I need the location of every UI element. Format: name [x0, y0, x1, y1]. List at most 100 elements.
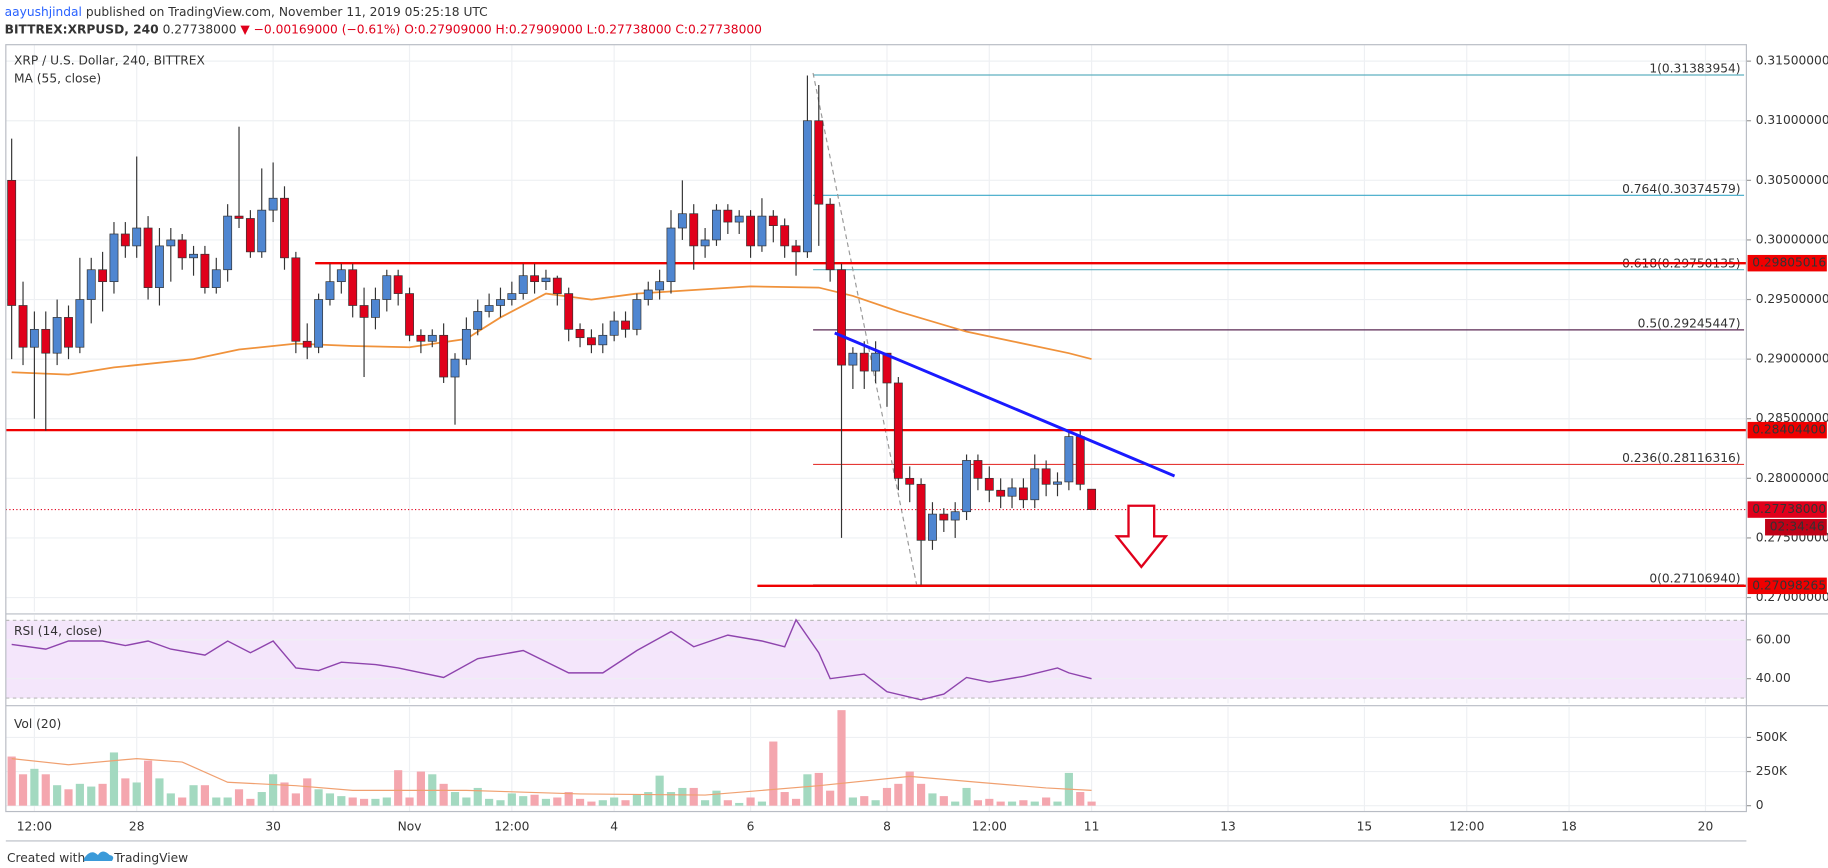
- author[interactable]: aayushjindal: [5, 4, 82, 18]
- candle-body: [109, 233, 119, 283]
- candle-body: [757, 215, 767, 247]
- volume-bar: [519, 796, 528, 806]
- candle-body: [166, 239, 176, 247]
- volume-bar: [644, 792, 653, 806]
- volume-bar: [382, 797, 391, 806]
- candle-body: [962, 460, 971, 513]
- candle-body: [314, 299, 324, 348]
- candle-body: [177, 239, 187, 259]
- candle-body: [666, 227, 676, 283]
- candle-body: [405, 293, 414, 336]
- footer-brand[interactable]: TradingView: [113, 851, 188, 865]
- x-tick-label: 4: [610, 819, 618, 833]
- volume-bar: [837, 710, 846, 806]
- volume-bar: [678, 787, 687, 806]
- volume-bar: [405, 797, 414, 806]
- volume-bar: [610, 797, 619, 806]
- candle-body: [439, 334, 449, 378]
- volume-bar: [439, 783, 448, 806]
- volume-bar: [962, 787, 971, 806]
- volume-bar: [575, 798, 585, 806]
- candle-body: [984, 477, 994, 491]
- rsi-band: [5, 620, 1747, 699]
- candle-body: [814, 120, 824, 205]
- x-tick-label: 8: [883, 819, 891, 833]
- volume-bar: [212, 797, 221, 806]
- candle-body: [973, 460, 983, 479]
- volume-bar: [1007, 801, 1017, 806]
- candle-body: [791, 245, 801, 253]
- volume-bar: [416, 771, 425, 806]
- volume-bar: [1030, 801, 1039, 806]
- fib-label: 0.764(0.30374579): [1622, 182, 1740, 196]
- volume-bar: [848, 797, 857, 806]
- candle-body: [143, 227, 153, 288]
- x-tick-label: 28: [129, 819, 145, 833]
- x-tick-label: 15: [1357, 819, 1373, 833]
- candle-body: [1041, 468, 1051, 485]
- y-tick-label: 0.30000000: [1756, 232, 1828, 246]
- volume-bar: [200, 785, 209, 806]
- candle-body: [802, 120, 812, 253]
- candle-body: [393, 275, 403, 294]
- volume-bar: [450, 792, 460, 806]
- candle-body: [382, 275, 392, 300]
- volume-bar: [1053, 801, 1062, 806]
- candle-body: [746, 215, 756, 247]
- panes: 12:00 28 30 Nov 12:00 4 6 8 12:00 11 13 15 12:00 18 20…: [5, 44, 1828, 833]
- y-tick-label: 0.31000000: [1756, 113, 1828, 127]
- candle-body: [336, 269, 346, 283]
- header-line: aayushjindal published on TradingView.co…: [5, 4, 488, 18]
- volume-bar: [780, 792, 789, 806]
- level-tag: [1747, 254, 1827, 272]
- candle-body: [223, 215, 233, 271]
- volume-bar: [530, 794, 539, 806]
- candle-body: [200, 253, 210, 288]
- symbol-line: BITTREX:XRPUSD, 240 0.27738000 ▼ −0.0016…: [5, 22, 762, 36]
- volume-bar: [985, 798, 994, 806]
- volume-bar: [564, 792, 573, 806]
- candle-body: [132, 227, 142, 247]
- volume-bar: [394, 770, 403, 806]
- volume-bar: [689, 787, 698, 806]
- volume-bar: [30, 768, 39, 806]
- candle-body: [189, 253, 198, 259]
- volume-bar: [939, 796, 948, 806]
- y-tick-label: 250K: [1756, 764, 1788, 778]
- candle-body: [496, 299, 505, 306]
- y-tick-label: 0.28000000: [1756, 471, 1828, 485]
- volume-bar: [860, 796, 869, 806]
- volume-bar: [143, 760, 153, 806]
- candle-body: [450, 358, 460, 378]
- candle-body: [712, 209, 721, 241]
- volume-bar: [996, 801, 1005, 806]
- y-tick-label: 0.31500000: [1756, 54, 1828, 68]
- rsi-title: RSI (14, close): [14, 624, 102, 638]
- candle-body: [371, 299, 380, 318]
- last-price-tag: [1747, 501, 1827, 518]
- candle-body: [1053, 481, 1062, 485]
- volume-bar: [109, 752, 119, 806]
- footer-text: Created with: [7, 851, 85, 865]
- volume-bar: [337, 796, 346, 806]
- volume-bar: [1042, 797, 1051, 806]
- x-tick-label: 20: [1698, 819, 1714, 833]
- volume-bar: [621, 800, 630, 806]
- candle-body: [530, 275, 540, 283]
- candle-body: [41, 328, 51, 354]
- x-tick-label: 12:00: [17, 819, 52, 833]
- candle-body: [120, 233, 130, 247]
- candle-body: [621, 320, 630, 330]
- candle-body: [723, 209, 733, 223]
- brand-logo: [83, 851, 114, 861]
- volume-bar: [746, 797, 755, 806]
- volume-bar: [121, 778, 130, 806]
- trend-line: [834, 331, 1176, 478]
- volume-bar: [485, 798, 494, 806]
- x-tick-label: 6: [747, 819, 755, 833]
- x-tick-label: 18: [1561, 819, 1577, 833]
- volume-bar: [246, 798, 255, 806]
- candle-body: [950, 511, 960, 521]
- volume-bar: [75, 783, 84, 806]
